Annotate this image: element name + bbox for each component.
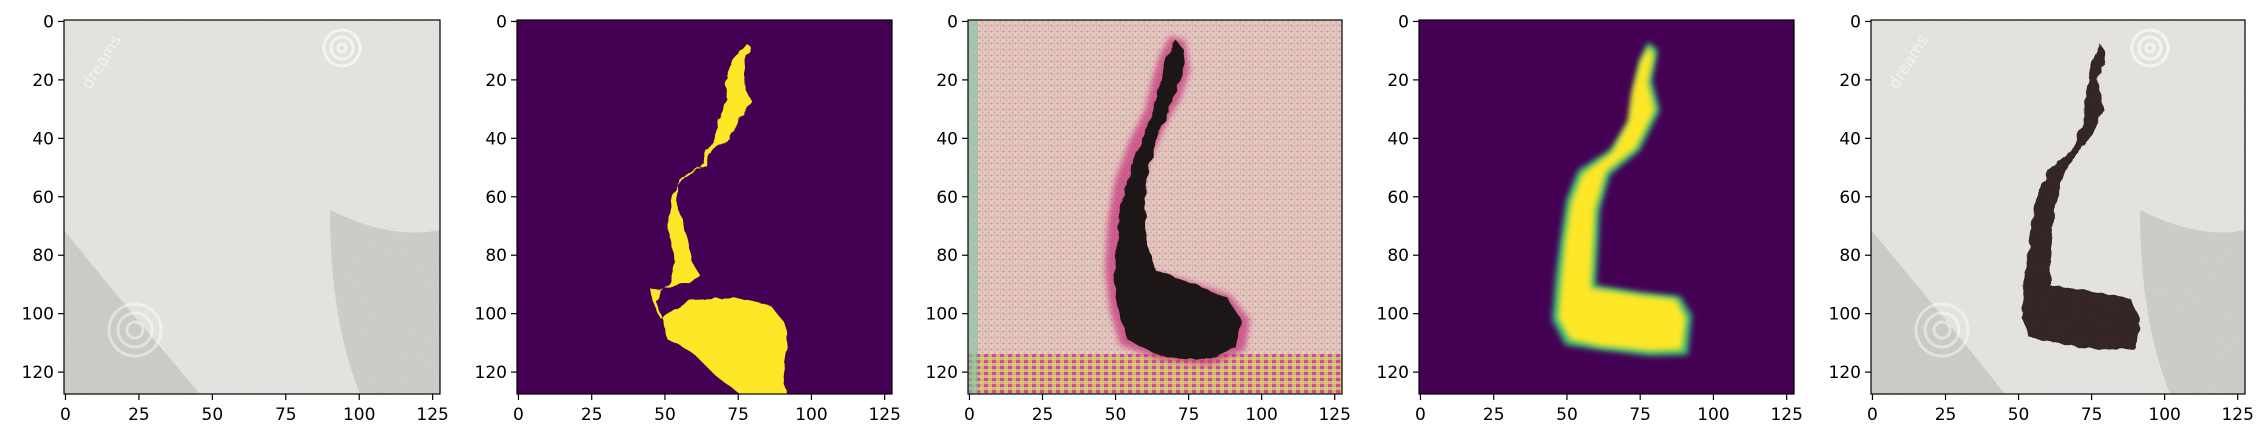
watermark-swirl: [1914, 28, 2170, 358]
y-tick-label: 40: [32, 129, 54, 149]
axes-predicted-mask: 0 25 50 75 100 125 0 20 40 60 80 100 120: [1377, 12, 1803, 425]
y-tick-label: 100: [1829, 305, 1861, 325]
x-tick-label: 125: [416, 405, 448, 425]
axes-frame: [1870, 19, 2246, 395]
mask-region: [650, 44, 788, 394]
x-tick-label: 50: [2008, 405, 2030, 425]
x-tick-label: 0: [513, 405, 524, 425]
watermark-swirl: [107, 28, 362, 358]
artifact-band-left: [968, 20, 978, 394]
y-tick-label: 20: [936, 71, 958, 91]
x-tick-label: 0: [964, 405, 975, 425]
axes-composited-result: 0 25 50 75 100 125 0 20 40 60 80 100 120: [1829, 12, 2254, 425]
axes-ground-truth-mask: 0 25 50 75 100 125 0 20 40 60 80 100 120: [475, 12, 901, 425]
x-tick-label: 25: [1483, 405, 1505, 425]
x-tick-label: 125: [1318, 405, 1350, 425]
x-tick-label: 125: [2221, 405, 2253, 425]
axes-input-photo: 0 25 50 75 100 125 0 20 40 60 80 100 120: [22, 12, 449, 425]
x-tick-label: 100: [343, 405, 375, 425]
y-tick-label: 80: [1839, 246, 1861, 266]
y-tick-label: 100: [926, 305, 958, 325]
y-tick-label: 60: [936, 188, 958, 208]
y-tick-label: 120: [926, 363, 958, 383]
y-tick-label: 80: [936, 246, 958, 266]
prediction-region: [1558, 46, 1686, 351]
panel-input-photo: dreams: [64, 20, 440, 394]
x-tick-label: 50: [202, 405, 224, 425]
axes-frame: [1418, 19, 1795, 395]
y-tick-label: 40: [1839, 129, 1861, 149]
y-tick-label: 40: [485, 129, 507, 149]
y-tick-label: 120: [1377, 363, 1409, 383]
x-tick-label: 75: [2081, 405, 2103, 425]
x-tick-label: 100: [2148, 405, 2180, 425]
x-tick-label: 0: [60, 405, 71, 425]
x-tick-label: 0: [1415, 405, 1426, 425]
y-tick-label: 80: [1387, 246, 1409, 266]
y-tick-label: 0: [947, 12, 958, 32]
x-tick-label: 125: [868, 405, 900, 425]
y-tick-label: 0: [496, 12, 507, 32]
y-tick-label: 40: [1387, 129, 1409, 149]
y-tick-label: 120: [475, 363, 507, 383]
x-tick-label: 75: [1178, 405, 1200, 425]
y-tick-label: 40: [936, 129, 958, 149]
x-tick-label: 50: [1556, 405, 1578, 425]
x-tick-label: 25: [1935, 405, 1957, 425]
panel-composited-result: dreams: [1871, 20, 2245, 394]
y-tick-label: 60: [1387, 188, 1409, 208]
x-tick-label: 25: [581, 405, 603, 425]
x-tick-label: 75: [275, 405, 297, 425]
x-tick-label: 50: [1105, 405, 1127, 425]
y-tick-label: 60: [32, 188, 54, 208]
axes-frame: [63, 19, 441, 395]
y-tick-label: 80: [485, 246, 507, 266]
axes-frame: [967, 19, 1343, 395]
x-tick-label: 0: [1867, 405, 1878, 425]
x-tick-label: 100: [1245, 405, 1277, 425]
x-tick-label: 75: [1629, 405, 1651, 425]
x-tick-label: 100: [1697, 405, 1729, 425]
y-tick-label: 100: [1377, 305, 1409, 325]
y-tick-label: 120: [1829, 363, 1861, 383]
y-tick-label: 0: [1398, 12, 1409, 32]
y-tick-label: 120: [22, 363, 54, 383]
y-tick-label: 60: [485, 188, 507, 208]
axes-frame: [516, 19, 893, 395]
y-tick-label: 20: [1839, 71, 1861, 91]
y-tick-label: 20: [485, 71, 507, 91]
y-tick-label: 0: [43, 12, 54, 32]
y-tick-label: 60: [1839, 188, 1861, 208]
gravel-shadow-left: [1871, 230, 2005, 394]
y-tick-label: 100: [475, 305, 507, 325]
x-tick-label: 50: [654, 405, 676, 425]
y-tick-label: 20: [1387, 71, 1409, 91]
panel-predicted-mask: [1419, 20, 1794, 394]
x-tick-label: 25: [128, 405, 150, 425]
x-tick-label: 100: [795, 405, 827, 425]
gravel-shadow-right: [330, 210, 440, 394]
y-tick-label: 20: [32, 71, 54, 91]
gravel-shadow-right: [2140, 210, 2245, 394]
y-tick-label: 80: [32, 246, 54, 266]
composited-stain: [2022, 44, 2140, 350]
panel-generated-image: [968, 20, 1342, 394]
artifact-band-bottom: [968, 354, 1342, 394]
gravel-texture: [64, 20, 440, 394]
panel-ground-truth-mask: [517, 20, 892, 394]
x-tick-label: 75: [727, 405, 749, 425]
generated-stain: [1114, 40, 1242, 360]
x-tick-label: 25: [1032, 405, 1054, 425]
y-tick-label: 100: [22, 305, 54, 325]
x-tick-label: 125: [1770, 405, 1802, 425]
gravel-shadow-left: [64, 230, 200, 394]
y-tick-label: 0: [1850, 12, 1861, 32]
axes-layer: 0 25 50 75 100 125 0 20 40 60 80 100 120 0 25 50 75 100 12…: [22, 12, 2254, 425]
axes-generated-image: 0 25 50 75 100 125 0 20 40 60 80 100 120: [926, 12, 1351, 425]
